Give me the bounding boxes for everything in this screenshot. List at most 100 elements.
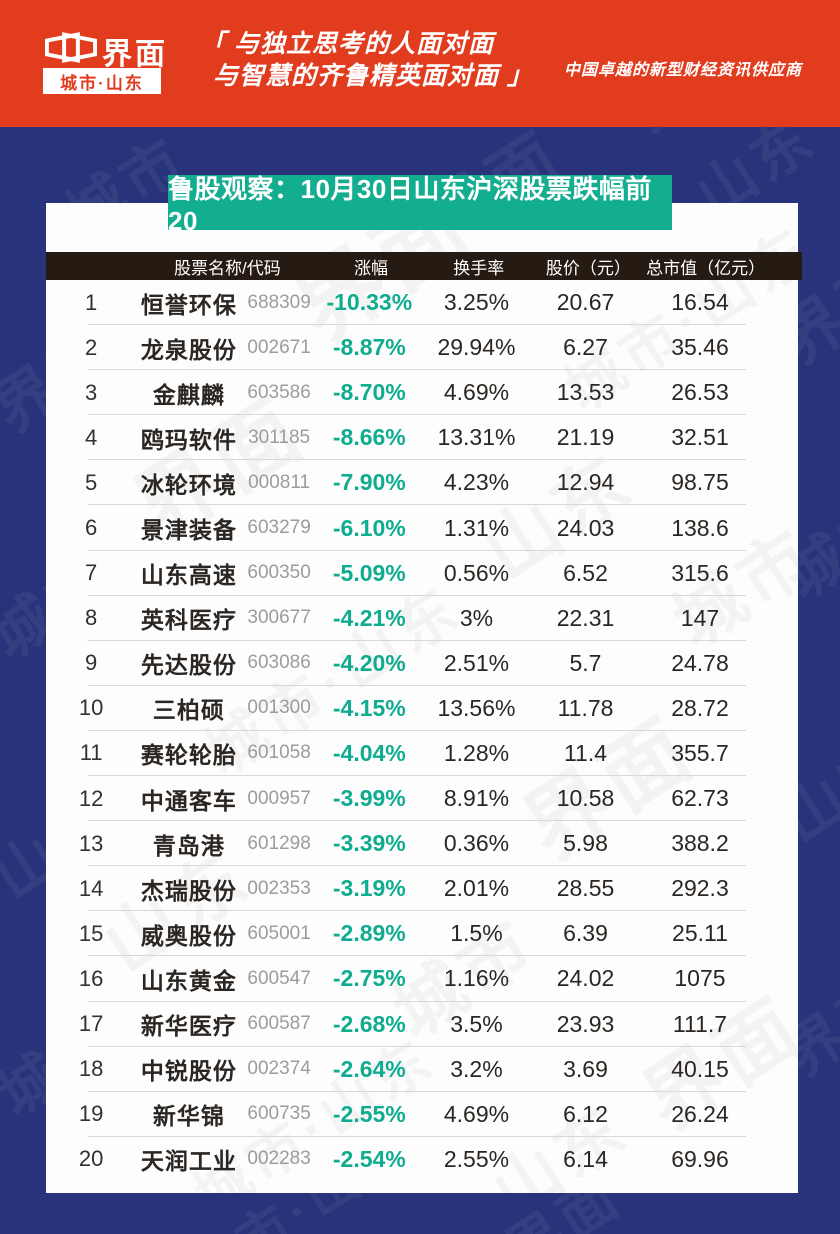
stock-code-cell: 601058 — [247, 742, 311, 764]
header-change: 涨幅 — [354, 258, 389, 278]
stock-name-cell: 新华医疗 — [140, 1013, 237, 1040]
change-percent-cell: -8.87% — [332, 334, 406, 361]
stock-code-cell: 600350 — [247, 562, 311, 584]
table-header-row: 股票名称/代码 涨幅 换手率 股价（元） 总市值（亿元） — [46, 252, 802, 280]
change-percent-cell: -4.04% — [332, 739, 406, 766]
table-row: 19 新华锦 600735 -2.55% 4.69% 6.12 26.24 — [46, 1092, 798, 1137]
header-name-code: 股票名称/代码 — [174, 258, 281, 278]
stock-name-cell: 山东高速 — [140, 562, 237, 589]
stock-code-cell: 300677 — [247, 607, 311, 629]
price-cell: 11.4 — [563, 739, 608, 766]
table-row: 12 中通客车 000957 -3.99% 8.91% 10.58 62.73 — [46, 776, 798, 822]
rank-cell: 5 — [84, 469, 98, 495]
table-row: 15 威奥股份 605001 -2.89% 1.5% 6.39 25.11 — [46, 911, 798, 957]
market-cap-cell: 111.7 — [672, 1010, 728, 1037]
market-cap-cell: 69.96 — [671, 1145, 729, 1172]
change-percent-cell: -2.64% — [332, 1055, 406, 1082]
table-row: 9 先达股份 603086 -4.20% 2.51% 5.7 24.78 — [46, 641, 798, 686]
market-cap-cell: 1075 — [674, 965, 726, 992]
turnover-cell: 1.28% — [443, 739, 510, 766]
change-percent-cell: -2.54% — [332, 1145, 406, 1172]
market-cap-cell: 355.7 — [671, 739, 729, 766]
turnover-cell: 3.5% — [450, 1010, 503, 1037]
table-row: 20 天润工业 002283 -2.54% 2.55% 6.14 69.96 — [46, 1137, 798, 1182]
table-row: 1 恒誉环保 688309 -10.33% 3.25% 20.67 16.54 — [46, 280, 798, 326]
stock-name-cell: 三柏硕 — [152, 697, 225, 724]
price-cell: 6.39 — [563, 920, 608, 947]
stock-name-cell: 天润工业 — [140, 1148, 237, 1175]
data-panel: 界面 城市·山东 界面 山东 城市 城市·山东 界面 山东 城市 界面 城市·山东 山东 股票名称/代… — [46, 203, 802, 1193]
stock-name-cell: 杰瑞股份 — [140, 877, 237, 904]
header-market-cap: 总市值（亿元） — [646, 258, 766, 278]
change-percent-cell: -2.55% — [332, 1100, 406, 1127]
report-title: 鲁股观察：10月30日山东沪深股票跌幅前20 — [168, 173, 652, 236]
change-percent-cell: -3.19% — [332, 875, 406, 902]
stock-code-cell: 301185 — [248, 426, 311, 448]
table-row: 5 冰轮环境 000811 -7.90% 4.23% 12.94 98.75 — [46, 460, 798, 506]
stock-code-cell: 603279 — [247, 517, 311, 539]
stock-name-cell: 青岛港 — [152, 832, 225, 859]
market-cap-cell: 26.24 — [671, 1100, 729, 1127]
stock-code-cell: 605001 — [247, 922, 311, 944]
rank-cell: 7 — [84, 560, 98, 586]
rank-cell: 19 — [78, 1101, 104, 1127]
stock-code-cell: 002353 — [247, 877, 311, 899]
rank-cell: 14 — [78, 875, 104, 901]
stock-code-cell: 002374 — [247, 1058, 311, 1080]
change-percent-cell: -2.68% — [332, 1010, 406, 1037]
header-turnover: 换手率 — [453, 258, 505, 278]
rank-cell: 12 — [78, 785, 104, 811]
jiemian-logo-icon — [45, 32, 97, 63]
stock-code-cell: 001300 — [247, 697, 311, 719]
change-percent-cell: -2.89% — [332, 920, 406, 947]
stock-name-cell: 鸥玛软件 — [140, 426, 237, 453]
stock-code-cell: 002283 — [247, 1148, 311, 1170]
turnover-cell: 29.94% — [437, 334, 516, 361]
market-cap-cell: 388.2 — [671, 830, 729, 857]
price-cell: 6.12 — [563, 1100, 608, 1127]
price-cell: 20.67 — [556, 289, 615, 316]
stock-name-cell: 冰轮环境 — [140, 471, 237, 498]
stock-name-cell: 新华锦 — [152, 1103, 225, 1130]
turnover-cell: 3.25% — [443, 289, 510, 316]
market-cap-cell: 32.51 — [671, 424, 729, 451]
change-percent-cell: -2.75% — [332, 965, 406, 992]
change-percent-cell: -5.09% — [332, 559, 406, 586]
market-cap-cell: 138.6 — [671, 514, 729, 541]
change-percent-cell: -6.10% — [332, 514, 406, 541]
table-row: 4 鸥玛软件 301185 -8.66% 13.31% 21.19 32.51 — [46, 415, 798, 461]
change-percent-cell: -4.15% — [332, 694, 406, 721]
stock-code-cell: 600735 — [247, 1103, 311, 1125]
price-cell: 6.52 — [563, 559, 608, 586]
masthead: 界面 城市·山东 「 与独立思考的人面对面 与智慧的齐鲁精英面对面 」 中国卓越… — [0, 0, 840, 127]
rank-cell: 15 — [78, 920, 104, 946]
rank-cell: 13 — [78, 830, 104, 856]
rank-cell: 9 — [84, 650, 98, 676]
stock-name-cell: 龙泉股份 — [140, 336, 237, 363]
brand-name: 界面 — [102, 38, 168, 71]
rank-cell: 4 — [84, 424, 98, 450]
market-cap-cell: 40.15 — [671, 1055, 729, 1082]
change-percent-cell: -7.90% — [332, 469, 406, 496]
price-cell: 6.27 — [563, 334, 608, 361]
stock-code-cell: 600547 — [247, 967, 311, 989]
turnover-cell: 0.36% — [443, 830, 510, 857]
turnover-cell: 4.23% — [443, 469, 510, 496]
stock-code-cell: 603086 — [247, 652, 311, 674]
slogan-line-1: 「 与独立思考的人面对面 — [200, 30, 494, 58]
slogan-line-2: 与智慧的齐鲁精英面对面 」 — [213, 62, 533, 90]
table-row: 2 龙泉股份 002671 -8.87% 29.94% 6.27 35.46 — [46, 325, 798, 371]
market-cap-cell: 26.53 — [671, 379, 729, 406]
stock-code-cell: 601298 — [247, 832, 311, 854]
turnover-cell: 2.51% — [443, 649, 510, 676]
table-row: 7 山东高速 600350 -5.09% 0.56% 6.52 315.6 — [46, 551, 798, 596]
change-percent-cell: -10.33% — [326, 289, 413, 316]
table-body: 1 恒誉环保 688309 -10.33% 3.25% 20.67 16.54 2 龙泉股份 00… — [46, 280, 798, 1182]
market-cap-cell: 25.11 — [672, 920, 728, 947]
stock-name-cell: 景津装备 — [140, 517, 237, 544]
price-cell: 21.19 — [556, 424, 615, 451]
table-row: 8 英科医疗 300677 -4.21% 3% 22.31 147 — [46, 596, 798, 641]
change-percent-cell: -4.20% — [332, 649, 406, 676]
price-cell: 12.94 — [556, 469, 615, 496]
turnover-cell: 13.31% — [437, 424, 516, 451]
